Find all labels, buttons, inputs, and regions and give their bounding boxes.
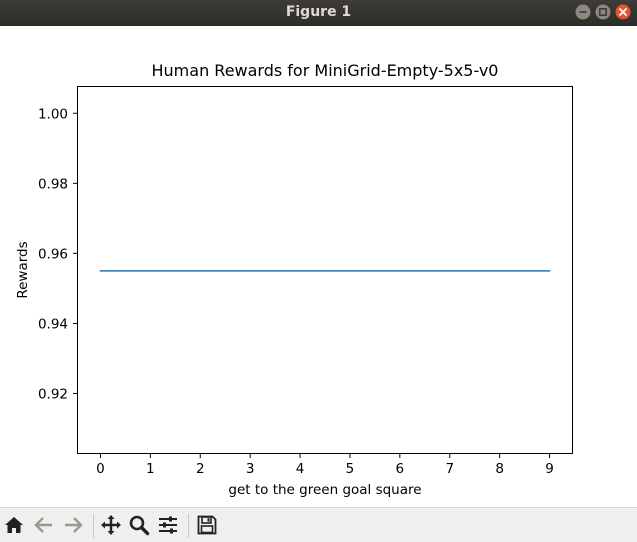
pan-button[interactable] <box>100 514 122 536</box>
forward-button[interactable] <box>62 514 84 536</box>
y-tick-label: 0.96 <box>38 246 68 262</box>
figure-canvas[interactable]: Human Rewards for MiniGrid-Empty-5x5-v0 … <box>0 26 637 507</box>
x-axis: 0 1 2 3 4 5 6 7 8 9 <box>96 453 554 477</box>
line-chart: Human Rewards for MiniGrid-Empty-5x5-v0 … <box>15 61 573 498</box>
y-axis: 0.92 0.94 0.96 0.98 1.00 <box>38 106 78 402</box>
x-tick-label: 7 <box>445 461 454 477</box>
data-point <box>349 270 351 272</box>
forward-icon <box>65 517 83 533</box>
x-tick-label: 4 <box>296 461 305 477</box>
plot-frame <box>77 86 573 454</box>
x-tick-label: 0 <box>96 461 105 477</box>
home-icon <box>5 517 23 533</box>
chart-title: Human Rewards for MiniGrid-Empty-5x5-v0 <box>152 61 499 80</box>
x-tick-label: 5 <box>346 461 355 477</box>
data-point <box>249 270 251 272</box>
back-button[interactable] <box>33 514 55 536</box>
y-tick-label: 0.92 <box>38 386 68 402</box>
back-icon <box>34 517 52 533</box>
pan-icon <box>101 515 121 535</box>
x-tick-label: 3 <box>246 461 255 477</box>
configure-subplots-icon <box>159 516 177 534</box>
toolbar-separator <box>93 514 94 538</box>
x-tick-label: 2 <box>196 461 205 477</box>
navigation-toolbar <box>0 507 637 542</box>
data-point <box>199 270 202 272</box>
zoom-icon <box>129 515 150 536</box>
data-point <box>448 270 451 272</box>
data-point <box>498 270 501 272</box>
close-button[interactable] <box>615 4 631 20</box>
y-tick-label: 1.00 <box>38 106 68 122</box>
window-title: Figure 1 <box>285 4 352 20</box>
maximize-icon <box>595 4 611 20</box>
data-point <box>548 270 551 272</box>
minimize-icon <box>575 4 591 20</box>
save-icon <box>197 515 217 535</box>
save-button[interactable] <box>196 514 218 536</box>
maximize-button[interactable] <box>595 4 611 20</box>
series-group <box>99 270 551 272</box>
x-tick-label: 1 <box>146 461 155 477</box>
data-point <box>399 270 401 272</box>
zoom-button[interactable] <box>128 514 150 536</box>
y-tick-label: 0.98 <box>38 176 68 192</box>
configure-subplots-button[interactable] <box>157 514 179 536</box>
window-titlebar: Figure 1 <box>0 0 637 26</box>
x-tick-label: 9 <box>545 461 554 477</box>
y-axis-label: Rewards <box>15 241 31 298</box>
data-point <box>299 270 301 272</box>
y-tick-label: 0.94 <box>38 316 68 332</box>
close-icon <box>615 4 631 20</box>
data-point <box>149 270 152 272</box>
x-axis-label: get to the green goal square <box>228 482 421 498</box>
toolbar-separator <box>188 514 189 538</box>
data-point <box>99 270 102 272</box>
x-tick-label: 6 <box>396 461 405 477</box>
home-button[interactable] <box>3 514 25 536</box>
minimize-button[interactable] <box>575 4 591 20</box>
x-tick-label: 8 <box>495 461 504 477</box>
